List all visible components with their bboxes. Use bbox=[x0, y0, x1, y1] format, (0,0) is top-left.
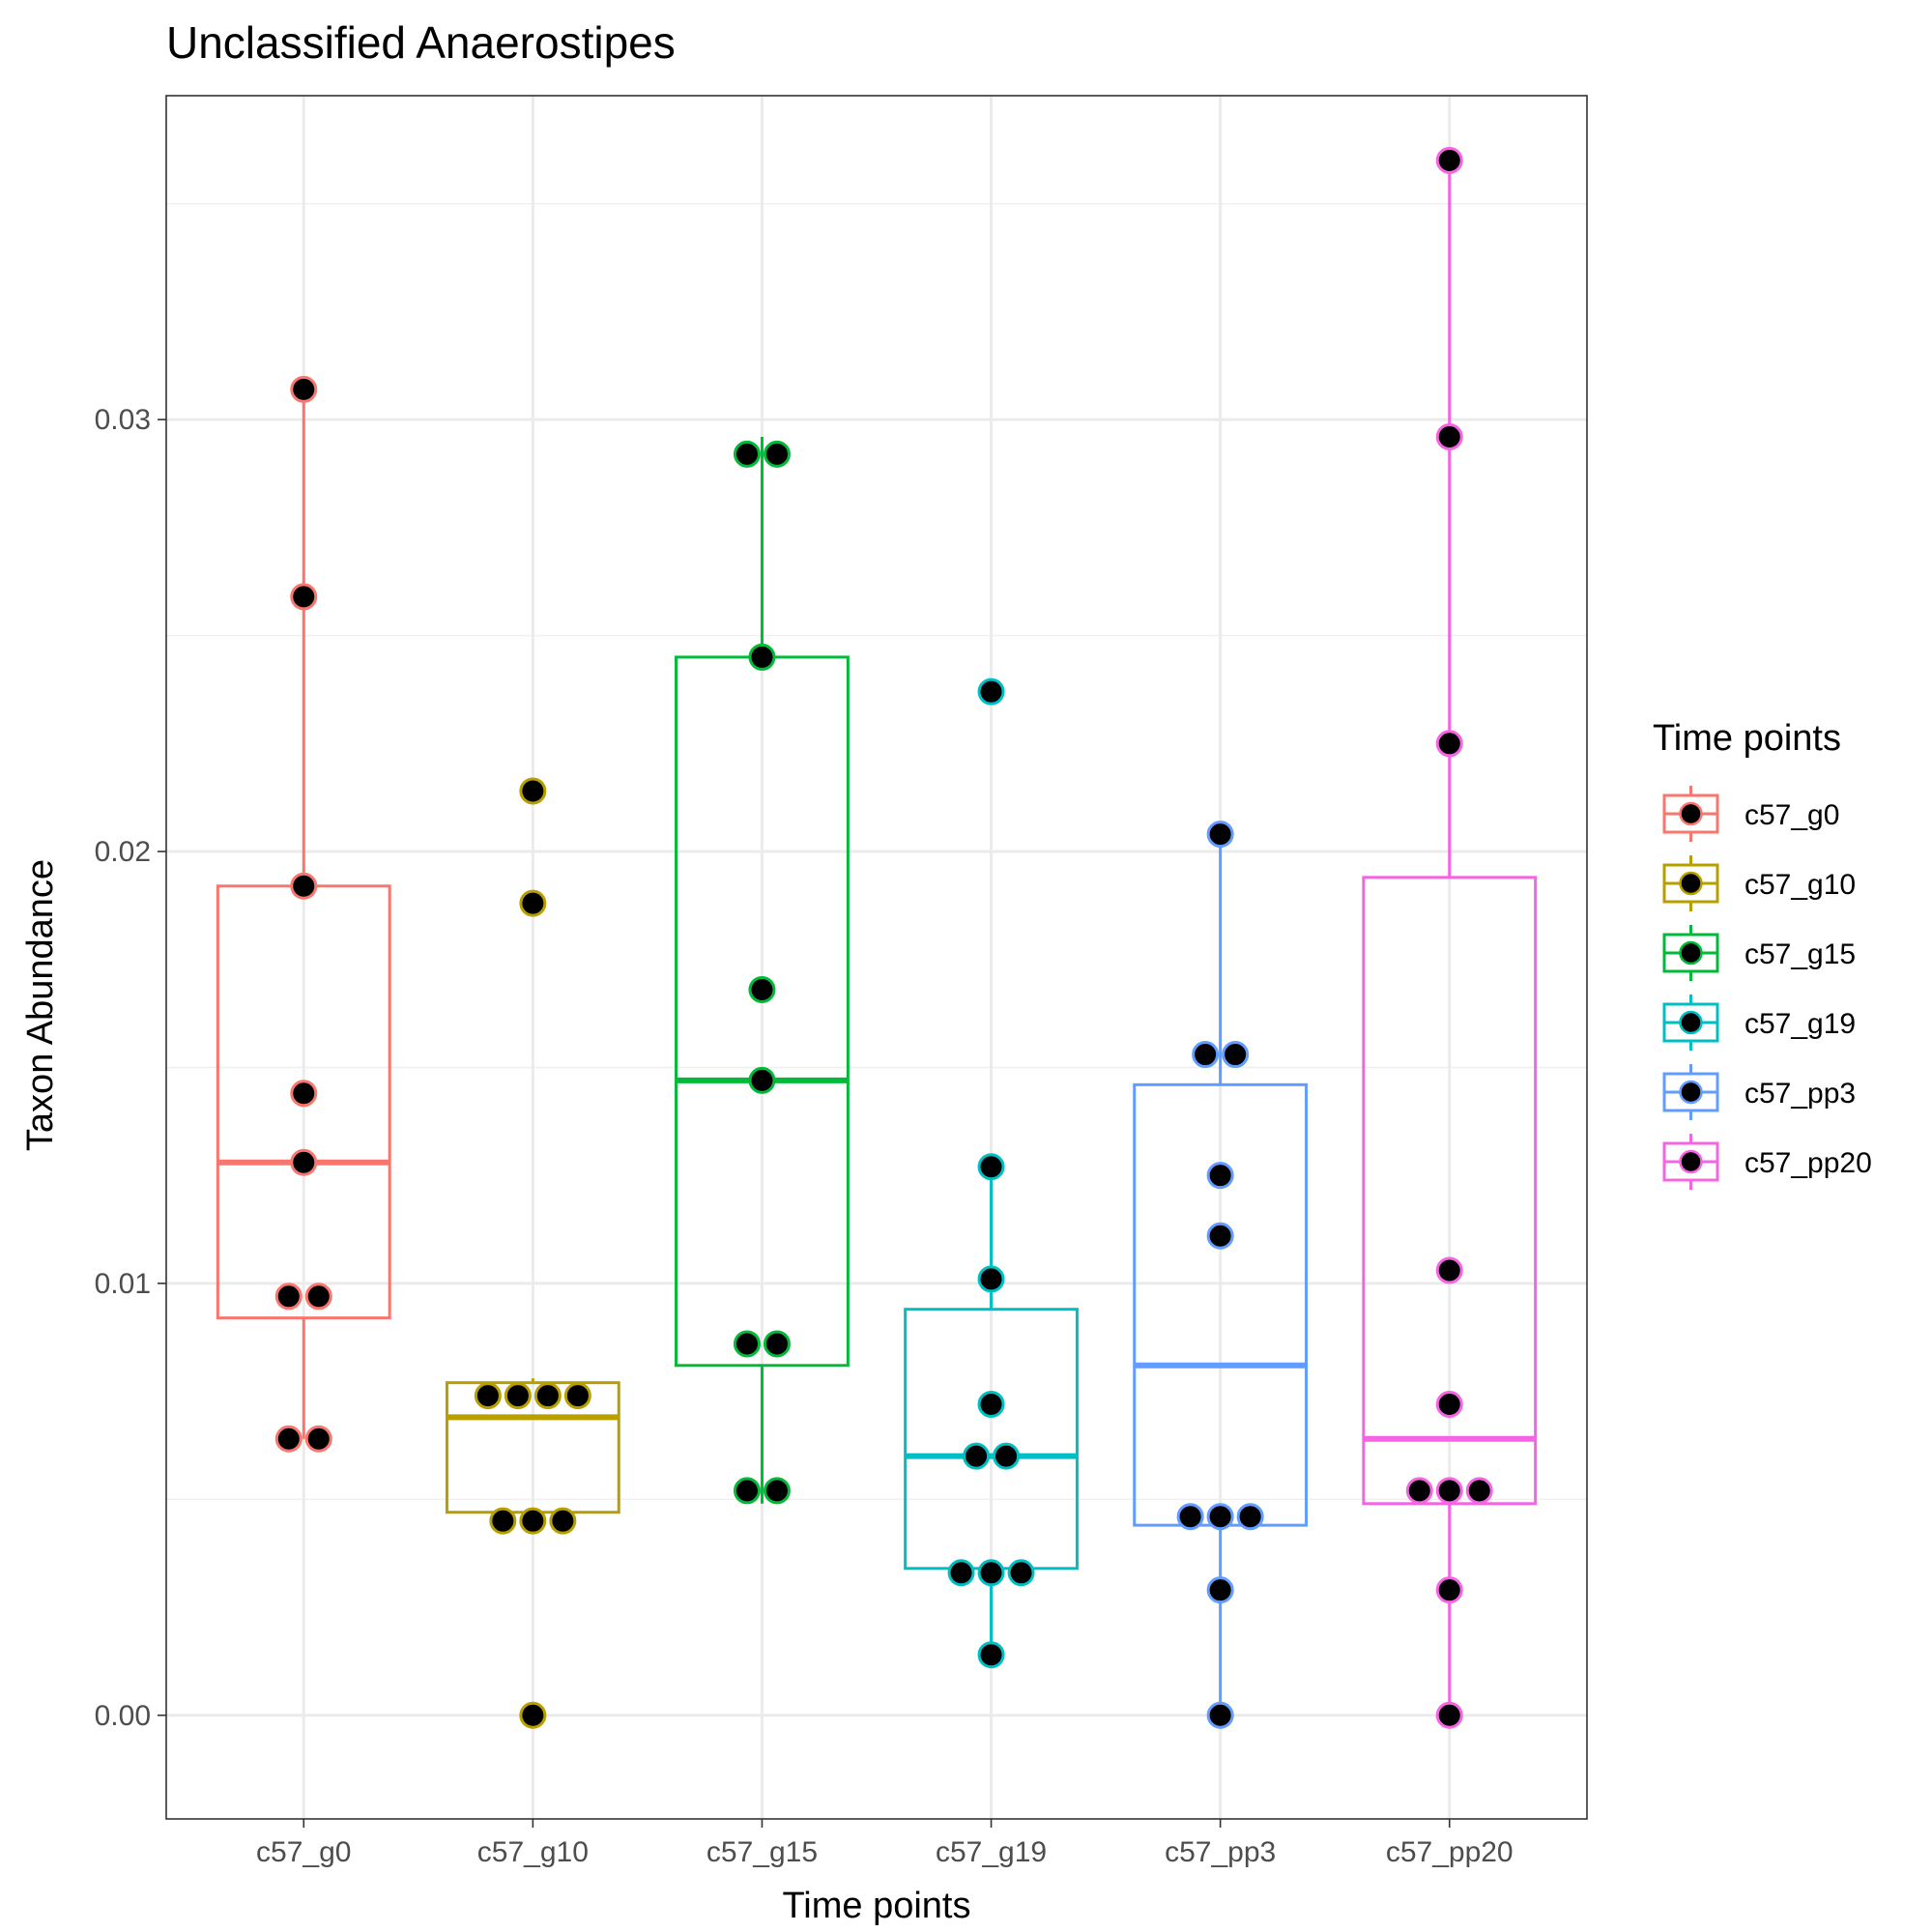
x-tick-label: c57_g10 bbox=[477, 1836, 589, 1868]
data-point-c57_pp3 bbox=[1236, 1503, 1264, 1531]
legend: Time points c57_g0 c57_g10 c57_g15 c57_g19c… bbox=[1653, 718, 1872, 1190]
data-point-c57_g0 bbox=[304, 1425, 332, 1453]
data-point-c57_pp20 bbox=[1435, 1477, 1463, 1505]
legend-label: c57_g10 bbox=[1745, 869, 1856, 901]
data-point-c57_g15 bbox=[748, 1066, 776, 1094]
y-axis-title: Taxon Abundance bbox=[20, 859, 61, 1151]
legend-key-point bbox=[1679, 940, 1703, 966]
data-point-c57_pp20 bbox=[1435, 1701, 1463, 1729]
data-point-c57_g10 bbox=[474, 1382, 502, 1410]
legend-item-c57_pp20: c57_pp20 bbox=[1662, 1134, 1872, 1190]
data-point-c57_pp20 bbox=[1435, 1576, 1463, 1604]
data-point-c57_g19 bbox=[947, 1559, 975, 1587]
data-point-c57_pp20 bbox=[1435, 730, 1463, 758]
data-point-c57_g15 bbox=[763, 1330, 791, 1358]
data-point-c57_pp20 bbox=[1405, 1477, 1433, 1505]
data-point-c57_g0 bbox=[290, 872, 318, 900]
data-points bbox=[274, 147, 1493, 1729]
data-point-c57_g10 bbox=[533, 1382, 562, 1410]
data-point-c57_g10 bbox=[519, 889, 547, 917]
data-point-c57_g10 bbox=[563, 1382, 591, 1410]
x-axis: c57_g0 c57_g10 c57_g15 c57_g19 c57_pp3 c57_pp… bbox=[256, 1819, 1514, 1868]
legend-item-c57_g0: c57_g0 bbox=[1662, 786, 1839, 842]
data-point-c57_g19 bbox=[977, 1641, 1005, 1669]
x-tick-label: c57_pp3 bbox=[1165, 1836, 1276, 1868]
plot-panel bbox=[166, 96, 1587, 1819]
data-point-c57_pp3 bbox=[1206, 1222, 1234, 1250]
data-point-c57_g0 bbox=[274, 1283, 303, 1311]
legend-key-point bbox=[1679, 801, 1703, 826]
legend-key-point bbox=[1679, 1149, 1703, 1174]
data-point-c57_g15 bbox=[733, 1477, 761, 1505]
legend-key-point bbox=[1679, 1080, 1703, 1105]
data-point-c57_g15 bbox=[733, 440, 761, 468]
data-point-c57_pp3 bbox=[1206, 821, 1234, 849]
data-point-c57_g0 bbox=[290, 375, 318, 403]
x-tick-label: c57_g19 bbox=[936, 1836, 1047, 1868]
data-point-c57_g19 bbox=[977, 1559, 1005, 1587]
data-point-c57_g10 bbox=[519, 1507, 547, 1535]
data-point-c57_g10 bbox=[519, 777, 547, 805]
data-point-c57_g15 bbox=[733, 1330, 761, 1358]
legend-item-c57_pp3: c57_pp3 bbox=[1662, 1064, 1856, 1120]
data-point-c57_pp3 bbox=[1192, 1041, 1220, 1069]
data-point-c57_g10 bbox=[549, 1507, 577, 1535]
legend-item-c57_g10: c57_g10 bbox=[1662, 855, 1856, 911]
data-point-c57_pp20 bbox=[1465, 1477, 1493, 1505]
data-point-c57_g15 bbox=[763, 440, 791, 468]
data-point-c57_g15 bbox=[748, 976, 776, 1004]
data-point-c57_g19 bbox=[977, 1391, 1005, 1419]
data-point-c57_g0 bbox=[304, 1283, 332, 1311]
y-tick-label: 0.00 bbox=[95, 1700, 151, 1732]
data-point-c57_g15 bbox=[748, 643, 776, 671]
data-point-c57_pp20 bbox=[1435, 423, 1463, 451]
legend-item-c57_g19: c57_g19 bbox=[1662, 995, 1856, 1051]
legend-label: c57_g0 bbox=[1745, 799, 1839, 831]
y-tick-label: 0.03 bbox=[95, 404, 151, 436]
data-point-c57_g0 bbox=[290, 1080, 318, 1108]
data-point-c57_g19 bbox=[977, 678, 1005, 706]
y-tick-label: 0.02 bbox=[95, 836, 151, 868]
data-point-c57_pp3 bbox=[1206, 1576, 1234, 1604]
data-point-c57_pp20 bbox=[1435, 147, 1463, 175]
x-axis-title: Time points bbox=[783, 1886, 971, 1926]
data-point-c57_g10 bbox=[489, 1507, 517, 1535]
legend-label: c57_pp3 bbox=[1745, 1078, 1856, 1110]
legend-item-c57_g15: c57_g15 bbox=[1662, 925, 1856, 981]
data-point-c57_g19 bbox=[963, 1442, 991, 1470]
x-tick-label: c57_g15 bbox=[706, 1836, 818, 1868]
data-point-c57_g0 bbox=[290, 583, 318, 611]
y-axis: 0.00 0.01 0.02 0.03 bbox=[95, 404, 166, 1732]
data-point-c57_pp3 bbox=[1206, 1503, 1234, 1531]
x-tick-label: c57_pp20 bbox=[1386, 1836, 1514, 1868]
data-point-c57_pp20 bbox=[1435, 1391, 1463, 1419]
legend-key-point bbox=[1679, 1010, 1703, 1035]
data-point-c57_g19 bbox=[993, 1442, 1021, 1470]
data-point-c57_pp3 bbox=[1176, 1503, 1204, 1531]
data-point-c57_pp3 bbox=[1206, 1701, 1234, 1729]
data-point-c57_g15 bbox=[763, 1477, 791, 1505]
data-point-c57_pp3 bbox=[1206, 1162, 1234, 1190]
chart-title: Unclassified Anaerostipes bbox=[166, 17, 676, 68]
legend-title: Time points bbox=[1653, 718, 1841, 759]
legend-label: c57_g19 bbox=[1745, 1008, 1856, 1040]
legend-label: c57_pp20 bbox=[1745, 1147, 1872, 1179]
data-point-c57_g0 bbox=[274, 1425, 303, 1453]
legend-label: c57_g15 bbox=[1745, 938, 1856, 970]
data-point-c57_g10 bbox=[504, 1382, 532, 1410]
legend-key-point bbox=[1679, 871, 1703, 896]
x-tick-label: c57_g0 bbox=[256, 1836, 351, 1868]
data-point-c57_pp20 bbox=[1435, 1256, 1463, 1284]
data-point-c57_pp3 bbox=[1222, 1041, 1250, 1069]
data-point-c57_g10 bbox=[519, 1701, 547, 1729]
data-point-c57_g0 bbox=[290, 1148, 318, 1176]
data-point-c57_g19 bbox=[1007, 1559, 1035, 1587]
plot-panel-border bbox=[165, 95, 1588, 1820]
data-point-c57_g19 bbox=[977, 1265, 1005, 1293]
y-tick-label: 0.01 bbox=[95, 1268, 151, 1300]
data-point-c57_g19 bbox=[977, 1153, 1005, 1181]
